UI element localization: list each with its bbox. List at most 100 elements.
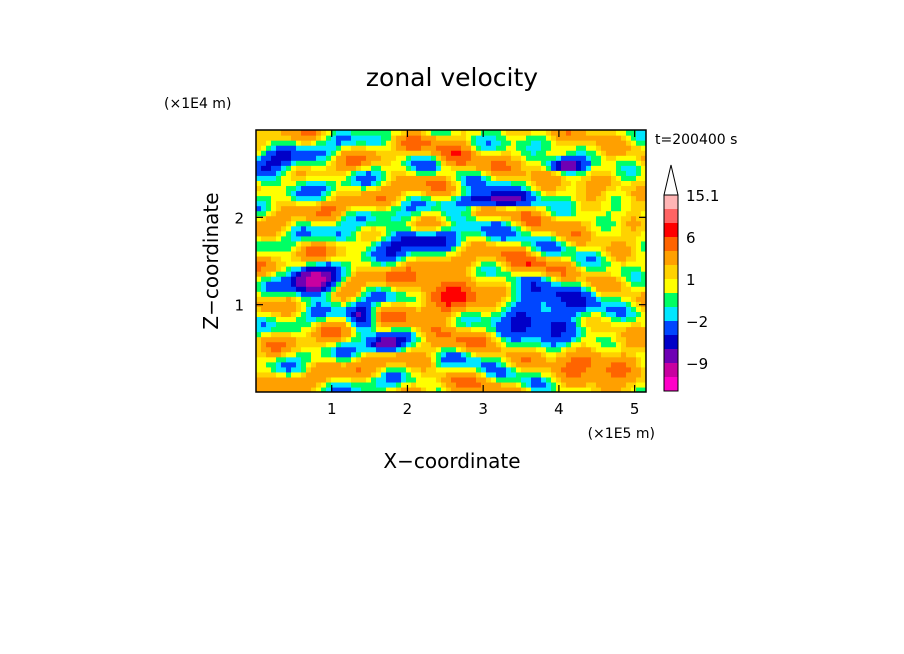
field-cell <box>451 200 457 207</box>
field-cell <box>571 235 577 242</box>
colorbar-tick-label: 15.1 <box>686 187 719 205</box>
field-cell <box>506 180 512 187</box>
field-cell <box>281 336 287 343</box>
field-cell <box>436 185 442 192</box>
field-cell <box>346 271 352 277</box>
field-cell <box>266 331 272 338</box>
field-cell <box>331 225 337 232</box>
field-cell <box>406 230 412 237</box>
field-cell <box>386 255 392 262</box>
field-cell <box>271 165 277 171</box>
field-cell <box>376 306 382 312</box>
field-cell <box>411 386 417 392</box>
field-cell <box>371 276 377 282</box>
field-cell <box>416 341 422 348</box>
field-cell <box>401 220 407 227</box>
field-cell <box>346 281 352 287</box>
field-cell <box>381 185 387 192</box>
field-cell <box>521 306 527 312</box>
field-cell <box>386 155 392 161</box>
field-cell <box>316 376 322 383</box>
field-cell <box>571 376 577 383</box>
field-cell <box>476 376 482 383</box>
field-cell <box>451 286 457 292</box>
field-cell <box>336 356 342 363</box>
field-cell <box>426 336 432 343</box>
field-cell <box>641 381 646 388</box>
field-cell <box>516 250 522 257</box>
field-cell <box>496 240 502 247</box>
field-cell <box>381 235 387 242</box>
field-cell <box>351 170 357 176</box>
field-cell <box>506 326 512 333</box>
field-cell <box>286 331 292 338</box>
field-cell <box>481 341 487 348</box>
field-cell <box>306 301 312 307</box>
field-cell <box>636 255 642 262</box>
field-cell <box>276 220 282 227</box>
field-cell <box>276 346 282 353</box>
field-cell <box>466 130 472 136</box>
field-cell <box>471 381 477 388</box>
field-cell <box>416 261 422 267</box>
field-cell <box>531 321 537 328</box>
field-cell <box>566 286 572 292</box>
field-cell <box>281 155 287 161</box>
field-cell <box>366 190 372 197</box>
field-cell <box>561 331 567 338</box>
field-cell <box>341 195 347 202</box>
field-cell <box>411 180 417 187</box>
field-cell <box>256 255 262 262</box>
field-cell <box>396 185 402 192</box>
field-cell <box>326 281 332 287</box>
field-cell <box>276 155 282 161</box>
field-cell <box>621 336 627 343</box>
field-cell <box>276 316 282 323</box>
field-cell <box>296 135 302 141</box>
field-cell <box>606 361 612 368</box>
field-cell <box>566 245 572 252</box>
field-cell <box>556 356 562 363</box>
field-cell <box>596 316 602 323</box>
field-cell <box>401 331 407 338</box>
colorbar-tick-label: 6 <box>686 229 696 247</box>
field-cell <box>436 311 442 318</box>
field-cell <box>311 276 317 282</box>
field-cell <box>526 140 532 146</box>
field-cell <box>456 210 462 217</box>
field-cell <box>301 321 307 328</box>
field-cell <box>611 266 617 272</box>
field-cell <box>581 296 587 302</box>
field-cell <box>596 165 602 171</box>
field-cell <box>256 130 262 136</box>
field-cell <box>336 235 342 242</box>
field-cell <box>316 276 322 282</box>
field-cell <box>606 296 612 302</box>
field-cell <box>351 281 357 287</box>
field-cell <box>591 381 597 388</box>
field-cell <box>481 336 487 343</box>
field-cell <box>291 281 297 287</box>
field-cell <box>446 130 452 136</box>
field-cell <box>321 205 327 212</box>
field-cell <box>526 255 532 262</box>
field-cell <box>271 220 277 227</box>
field-cell <box>436 245 442 252</box>
field-cell <box>486 376 492 383</box>
field-cell <box>481 316 487 323</box>
field-cell <box>341 341 347 348</box>
field-cell <box>561 190 567 197</box>
field-cell <box>336 341 342 348</box>
field-cell <box>591 281 597 287</box>
field-cell <box>346 130 352 136</box>
field-cell <box>471 331 477 338</box>
field-cell <box>371 235 377 242</box>
field-cell <box>321 210 327 217</box>
field-cell <box>306 145 312 151</box>
field-cell <box>321 135 327 141</box>
field-cell <box>566 316 572 323</box>
field-cell <box>526 376 532 383</box>
field-cell <box>456 240 462 247</box>
field-cell <box>276 301 282 307</box>
field-cell <box>461 381 467 388</box>
